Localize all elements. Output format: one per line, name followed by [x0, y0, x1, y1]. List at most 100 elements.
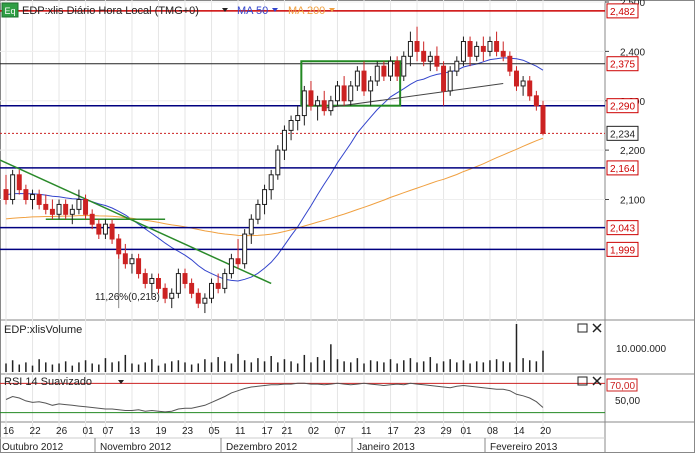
candle-body-51: [341, 85, 347, 102]
price-tick-label-3: 2,200: [620, 146, 645, 157]
volume-bar-33: [224, 361, 226, 372]
candle-body-40: [268, 174, 274, 191]
price-tick-label-1: 2,400: [620, 47, 645, 58]
volume-bar-14: [98, 364, 100, 372]
date-tick-1: 22: [30, 426, 42, 437]
volume-bar-50: [336, 359, 339, 372]
date-tick-21: 20: [540, 426, 552, 437]
volume-bar-21: [144, 362, 146, 372]
candle-body-23: [155, 278, 161, 289]
level-tag-label-0: 2,482: [610, 7, 635, 18]
date-tick-19: 08: [487, 426, 499, 437]
candle-body-66: [441, 65, 447, 92]
candle-body-13: [89, 213, 95, 225]
volume-bar-63: [422, 361, 425, 372]
candle-body-33: [222, 273, 228, 289]
ma50-legend[interactable]: MA 50: [237, 5, 268, 17]
eq-icon[interactable]: [1, 2, 19, 18]
candle-body-50: [334, 85, 340, 102]
rsi-70-tag: [606, 378, 638, 392]
volume-bar-41: [277, 362, 279, 372]
volume-close-icon[interactable]: [592, 323, 602, 333]
ma200-dropdown-icon[interactable]: [329, 8, 335, 12]
volume-bar-77: [515, 324, 518, 372]
level-tag-5: [606, 220, 639, 236]
title-dropdown-icon[interactable]: [222, 8, 228, 12]
volume-bar-32: [217, 357, 219, 372]
candle-body-24: [162, 287, 168, 299]
volume-bar-56: [376, 361, 379, 372]
volume-maximize-icon[interactable]: [577, 323, 588, 333]
volume-bar-72: [482, 362, 485, 372]
date-tick-15: 17: [388, 426, 400, 437]
volume-bar-40: [270, 356, 272, 372]
volume-bar-70: [469, 363, 471, 372]
candle-body-60: [401, 55, 407, 77]
volume-bar-35: [237, 353, 239, 372]
volume-bar-12: [84, 360, 87, 372]
candle-body-55: [368, 80, 374, 92]
candle-body-72: [480, 45, 486, 52]
candle-body-70: [467, 41, 473, 57]
volume-title: EDP:xlisVolume: [4, 324, 82, 336]
rsi-50-label: 50,00: [615, 396, 640, 407]
volume-bar-46: [310, 362, 312, 372]
candle-body-63: [421, 50, 427, 62]
chart-title: EDP:xlis Diário Hora Local (TMG+0): [22, 5, 199, 17]
rsi-close-icon[interactable]: [592, 376, 602, 386]
candle-body-27: [182, 273, 188, 284]
candle-body-9: [63, 203, 69, 215]
level-tag-label-3: 2,234: [610, 129, 635, 140]
candle-body-12: [83, 199, 89, 215]
eq-icon-label: Eq: [4, 6, 15, 16]
volume-bar-71: [475, 361, 478, 372]
date-tick-5: 13: [129, 426, 141, 437]
candle-body-11: [76, 199, 82, 210]
candle-body-45: [301, 90, 307, 117]
candle-body-76: [507, 55, 513, 72]
volume-tick-label: 10.000.000: [616, 344, 666, 355]
candle-body-64: [427, 55, 433, 62]
volume-bar-7: [51, 364, 54, 372]
price-axis: 2,5002,4002,3002,2002,1002,4822,3752,290…: [605, 0, 645, 257]
month-label-3: Janeiro 2013: [357, 442, 415, 453]
candle-body-49: [328, 100, 334, 112]
time-axis: 16 22 26 01 07 13 19 23 05 11 17 21 02 07 11 17 23 29 01 08…: [2, 426, 558, 453]
volume-bar-17: [117, 361, 120, 372]
ma50-dropdown-icon[interactable]: [272, 8, 278, 12]
volume-bar-52: [349, 362, 352, 372]
volume-bars: [5, 324, 544, 372]
rsi-maximize-icon[interactable]: [577, 376, 588, 386]
volume-bar-78: [522, 358, 524, 372]
candle-body-39: [262, 189, 268, 205]
volume-bar-74: [495, 359, 498, 372]
volume-bar-27: [184, 362, 186, 372]
candle-body-56: [374, 65, 380, 82]
volume-bar-49: [330, 344, 332, 372]
price-tick-label-4: 2,100: [620, 196, 645, 207]
volume-bar-59: [396, 363, 398, 372]
candle-body-75: [500, 50, 506, 57]
volume-bar-6: [45, 362, 47, 372]
candle-body-5: [36, 194, 42, 205]
candle-body-67: [447, 70, 453, 92]
candle-body-30: [202, 297, 208, 304]
volume-bar-61: [409, 358, 412, 372]
rsi-title: RSI 14 Suavizado: [4, 376, 92, 388]
volume-bar-44: [296, 363, 299, 372]
volume-bar-73: [489, 360, 491, 372]
month-label-0: Outubro 2012: [2, 442, 64, 453]
date-tick-13: 07: [334, 426, 346, 437]
volume-bar-81: [542, 350, 544, 372]
level-tag-label-5: 2,043: [610, 224, 635, 235]
ma200-legend[interactable]: MA 200: [288, 5, 325, 17]
date-tick-6: 19: [155, 426, 167, 437]
candle-body-46: [308, 90, 314, 107]
candle-body-54: [361, 70, 367, 92]
date-tick-8: 05: [209, 426, 221, 437]
volume-bar-13: [91, 363, 93, 372]
rsi-line: [5, 382, 544, 413]
candle-body-71: [474, 45, 480, 57]
candle-body-21: [142, 273, 148, 284]
rsi-dropdown-icon[interactable]: [118, 380, 124, 384]
